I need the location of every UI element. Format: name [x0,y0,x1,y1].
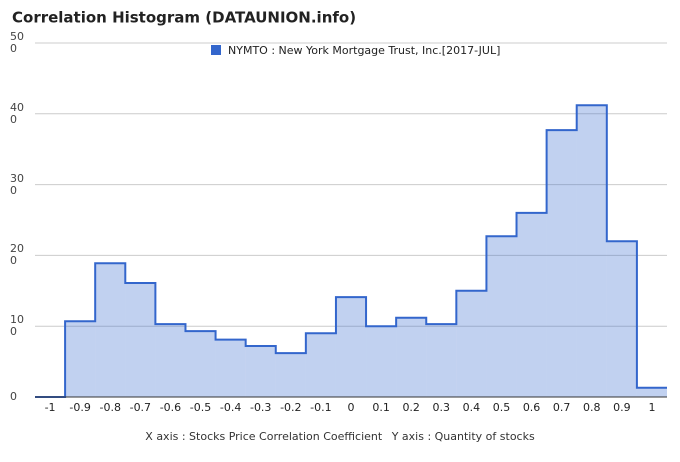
bar [576,105,607,397]
x-tick-label: -0.8 [100,401,121,414]
x-tick-label: -0.1 [310,401,331,414]
y-tick: 0 [10,390,17,403]
bar [245,346,276,397]
x-tick-label: -0.5 [190,401,211,414]
bar [546,130,577,398]
x-tick-label: 0.9 [613,401,631,414]
y-tick: 200 [10,242,24,268]
x-tick-label: -1 [45,401,56,414]
chart-title: Correlation Histogram (DATAUNION.info) [12,9,356,27]
y-tick: 100 [10,313,24,339]
x-tick-label: -0.6 [160,401,181,414]
legend-swatch [211,45,221,55]
y-tick-label: 200 [10,242,24,268]
x-tick-label: -0.7 [130,401,151,414]
bar [65,321,96,397]
x-tick-label: -0.9 [69,401,90,414]
bar [426,324,457,397]
axis-titles: X axis : Stocks Price Correlation Coeffi… [0,430,680,443]
y-axis-title: Y axis : Quantity of stocks [391,430,535,443]
x-tick-label: 0.4 [463,401,481,414]
y-tick-label: 0 [10,390,17,403]
x-tick-label: -0.2 [280,401,301,414]
bar [636,387,667,397]
bar [516,212,547,397]
legend-label: NYMTO : New York Mortgage Trust, Inc.[20… [228,44,500,57]
x-tick-label: -0.4 [220,401,241,414]
y-tick: 500 [10,30,24,55]
bar [95,263,126,397]
bar [335,297,367,397]
bar [185,331,216,397]
x-tick-label: 1 [648,401,655,414]
bar [215,339,246,397]
chart: Correlation Histogram (DATAUNION.info) N… [10,9,667,414]
bar [606,241,637,397]
bar [456,290,487,397]
y-tick: 300 [10,171,24,197]
y-tick-label: 300 [10,171,24,197]
outline [35,104,667,398]
bar [275,353,306,397]
bar [366,326,397,397]
x-tick-label: 0.8 [583,401,601,414]
x-tick-label: 0.3 [433,401,451,414]
y-tick: 400 [10,100,24,126]
x-tick-label: 0.6 [523,401,541,414]
y-tick-label: 500 [10,30,24,55]
bar [155,324,186,397]
bar [125,283,156,397]
x-tick-label: 0.2 [402,401,420,414]
x-axis-title: X axis : Stocks Price Correlation Coeffi… [145,430,383,443]
x-tick-label: 0.5 [493,401,511,414]
x-tick-label: -0.3 [250,401,271,414]
bar [396,317,427,397]
bar [486,236,517,397]
y-tick-label: 100 [10,313,24,339]
bar [305,333,336,397]
x-tick-label: 0 [348,401,355,414]
x-tick-label: 0.7 [553,401,571,414]
x-tick-label: 0.1 [372,401,390,414]
y-tick-label: 400 [10,100,24,126]
